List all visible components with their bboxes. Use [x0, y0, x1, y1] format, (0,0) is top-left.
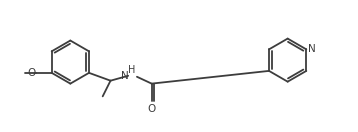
Text: O: O — [27, 68, 35, 78]
Text: H: H — [129, 65, 136, 75]
Text: N: N — [121, 71, 129, 81]
Text: O: O — [147, 104, 156, 114]
Text: N: N — [308, 44, 316, 54]
